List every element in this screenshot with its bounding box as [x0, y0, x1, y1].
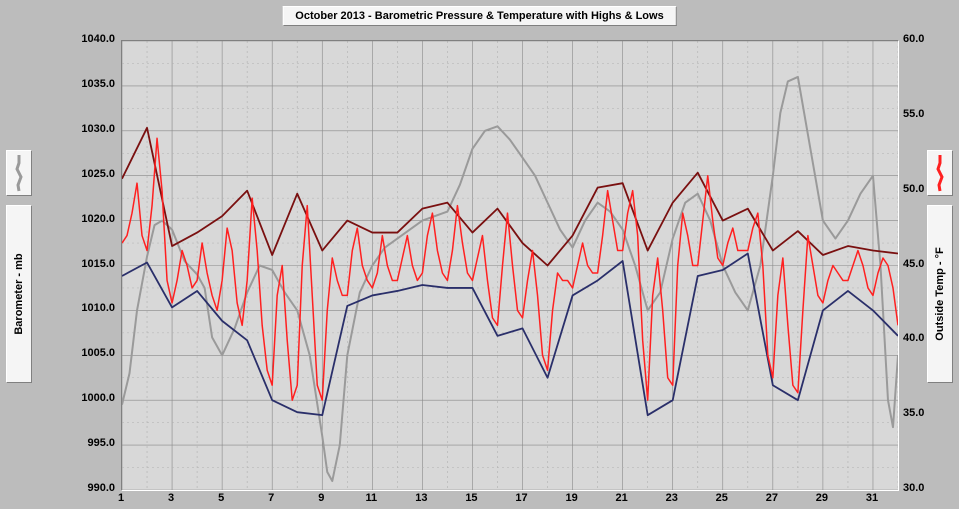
chart-plot-area — [121, 40, 899, 491]
y-axis-right-label: Outside Temp - °F — [934, 247, 946, 340]
y-axis-right-label-box: Outside Temp - °F — [927, 205, 953, 383]
y-axis-left-label: Barometer - mb — [13, 253, 25, 334]
chart-title: October 2013 - Barometric Pressure & Tem… — [282, 6, 676, 26]
legend-barometer — [6, 150, 32, 196]
legend-temperature — [927, 150, 953, 196]
y-axis-left-label-box: Barometer - mb — [6, 205, 32, 383]
